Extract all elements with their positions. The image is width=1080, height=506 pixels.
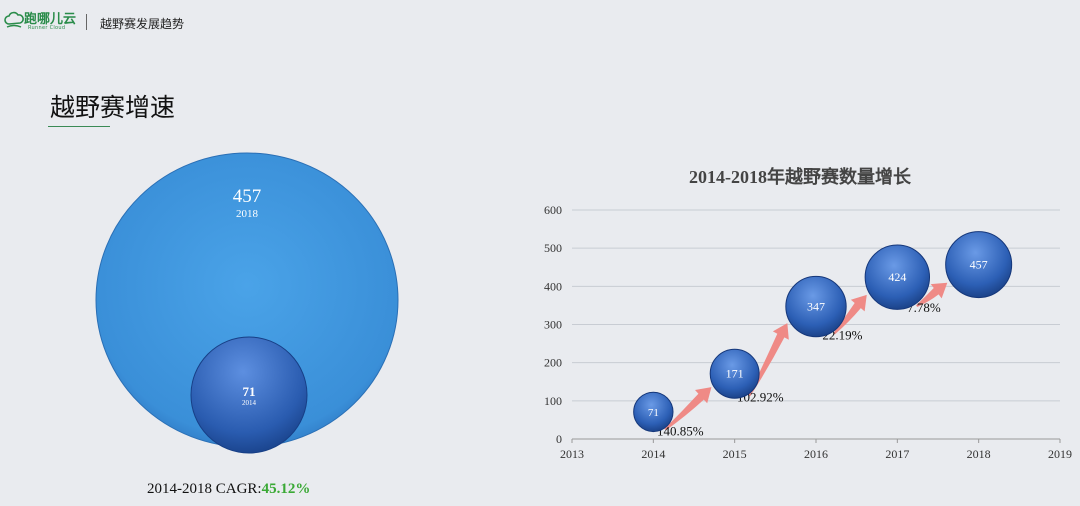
data-bubble (709, 348, 760, 399)
y-tick-label: 300 (544, 318, 562, 332)
data-bubble (945, 231, 1013, 299)
y-tick-label: 200 (544, 356, 562, 370)
title-underline (48, 126, 110, 127)
growth-rate-label: 140.85% (657, 424, 704, 439)
bubble-value-label: 71 (648, 407, 659, 419)
x-tick-label: 2016 (804, 447, 828, 461)
logo-text: 跑哪儿云 (24, 12, 77, 27)
x-tick-label: 2015 (723, 447, 747, 461)
header-divider (86, 14, 87, 30)
growth-arrow (833, 294, 867, 335)
cagr-value: 45.12% (261, 481, 311, 497)
x-tick-label: 2014 (641, 447, 665, 461)
cagr-line: 2014-2018 CAGR:45.12% (147, 481, 310, 498)
bubble-value-label: 457 (970, 258, 988, 272)
brand-logo[interactable]: 跑哪儿云 Runner Cloud (4, 10, 84, 36)
bubble-large-value: 457 (233, 186, 262, 207)
cagr-label: 2014-2018 CAGR: (147, 481, 262, 497)
data-bubble (785, 275, 847, 338)
bubble-small-year: 2014 (242, 399, 257, 407)
logo-subtext: Runner Cloud (28, 25, 66, 31)
y-tick-label: 0 (556, 432, 562, 446)
y-tick-label: 400 (544, 279, 562, 293)
bubble-small-value: 71 (243, 384, 256, 399)
chart-title: 2014-2018年越野赛数量增长 (689, 167, 911, 187)
header-section-title: 越野赛发展趋势 (100, 17, 185, 31)
x-tick-label: 2013 (560, 447, 584, 461)
page-title: 越野赛增速 (50, 93, 176, 122)
y-tick-label: 600 (544, 203, 562, 217)
y-tick-label: 100 (544, 394, 562, 408)
bubble-large-year: 2018 (236, 208, 259, 220)
y-tick-label: 500 (544, 241, 562, 255)
bubble-value-label: 424 (888, 270, 906, 284)
cloud-icon (4, 11, 24, 28)
bubble-comparison: 457 2018 71 2014 (95, 152, 399, 454)
bubble-value-label: 347 (807, 300, 825, 314)
growth-arrow (664, 387, 712, 431)
bubble-small (190, 336, 308, 454)
growth-bubble-chart: 0 100 200 300 400 500 600 2013 2014 2015 2016 2017 2… (544, 203, 1072, 461)
header-bar: 跑哪儿云 Runner Cloud 越野赛发展趋势 (0, 0, 1080, 44)
data-bubble (864, 244, 931, 310)
growth-arrow (916, 282, 948, 307)
bubble-value-label: 171 (726, 367, 744, 381)
x-tick-label: 2018 (967, 447, 991, 461)
data-bubble (633, 391, 674, 433)
x-tick-label: 2019 (1048, 447, 1072, 461)
x-tick-label: 2017 (885, 447, 909, 461)
